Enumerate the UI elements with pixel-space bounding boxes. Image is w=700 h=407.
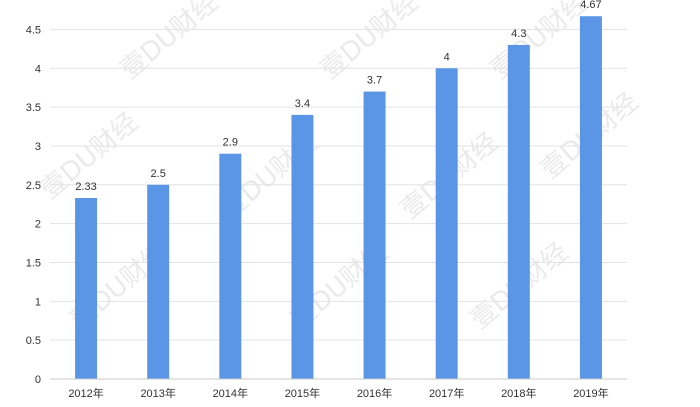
watermark-text: 壹DU财经 bbox=[315, 0, 424, 85]
data-label: 2.9 bbox=[223, 137, 238, 149]
y-tick-label: 0.5 bbox=[26, 335, 41, 347]
x-axis-ticks: 2012年 2013年 2014年 2015年 2016年 2017年 2018年 2019年 bbox=[68, 386, 608, 400]
data-label: 2.33 bbox=[75, 181, 96, 193]
x-tick-label: 2019年 bbox=[573, 386, 608, 400]
y-tick-label: 1 bbox=[35, 296, 41, 308]
bar bbox=[363, 91, 386, 379]
y-tick-label: 3 bbox=[35, 141, 41, 153]
data-label: 3.7 bbox=[367, 75, 382, 87]
x-tick-label: 2012年 bbox=[68, 386, 103, 400]
bar bbox=[147, 184, 170, 379]
y-tick-label: 3.5 bbox=[26, 102, 41, 114]
y-tick-label: 4 bbox=[35, 63, 41, 75]
y-tick-label: 2.5 bbox=[26, 180, 41, 192]
x-tick-label: 2015年 bbox=[285, 386, 320, 400]
data-labels: 2.33 2.5 2.9 3.4 3.7 4 4.3 4.67 bbox=[75, 0, 601, 193]
y-tick-label: 1.5 bbox=[26, 257, 41, 269]
bar bbox=[291, 114, 314, 379]
watermark-text: 壹DU财经 bbox=[115, 0, 224, 85]
data-label: 3.4 bbox=[295, 98, 310, 110]
data-label: 4.3 bbox=[511, 28, 526, 40]
data-label: 2.5 bbox=[151, 168, 166, 180]
y-tick-label: 2 bbox=[35, 219, 41, 231]
watermark-text: 壹DU财经 bbox=[485, 0, 594, 85]
bar bbox=[75, 197, 98, 379]
bar bbox=[507, 44, 530, 380]
data-label: 4 bbox=[444, 51, 450, 63]
x-tick-label: 2014年 bbox=[213, 386, 248, 400]
y-tick-label: 4.5 bbox=[26, 24, 41, 36]
x-tick-label: 2016年 bbox=[357, 386, 392, 400]
x-tick-label: 2013年 bbox=[140, 386, 175, 400]
data-label: 4.67 bbox=[580, 0, 601, 11]
x-tick-label: 2017年 bbox=[429, 386, 464, 400]
bar bbox=[219, 153, 242, 379]
bar bbox=[579, 16, 602, 380]
y-axis-ticks: 0 0.5 1 1.5 2 2.5 3 3.5 4 4.5 bbox=[26, 24, 41, 386]
y-tick-label: 0 bbox=[35, 374, 41, 386]
bars bbox=[75, 16, 602, 380]
gridlines bbox=[50, 28, 627, 341]
bar bbox=[435, 68, 458, 380]
x-tick-label: 2018年 bbox=[501, 386, 536, 400]
watermark-layer: 壹DU财经壹DU财经壹DU财经壹DU财经壹DU财经壹DU财经壹DU财经壹DU财经… bbox=[35, 0, 644, 335]
